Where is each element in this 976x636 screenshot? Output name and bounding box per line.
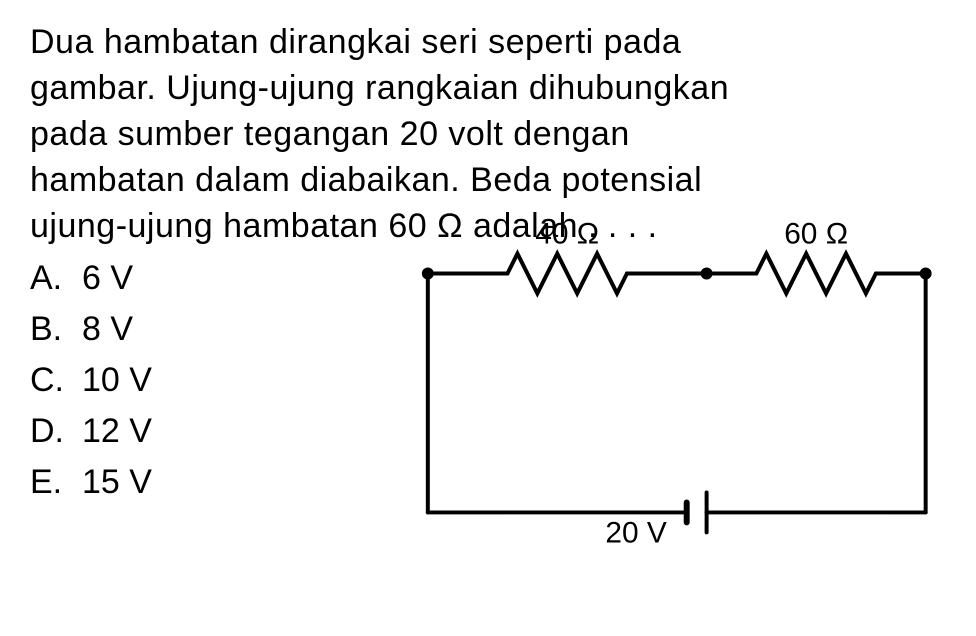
- answer-value: 8 V: [82, 304, 133, 355]
- circuit-diagram: 40 Ω 60 Ω 20 V: [388, 213, 946, 553]
- node-top-left: [422, 268, 434, 280]
- answer-d: D. 12 V: [30, 406, 388, 457]
- answer-list: A. 6 V B. 8 V C. 10 V D. 12 V E. 15 V: [30, 253, 388, 553]
- answer-letter: B.: [30, 304, 64, 355]
- q-line4: hambatan dalam diabaikan. Beda potensial: [30, 161, 702, 199]
- r1-label: 40 Ω: [536, 218, 600, 251]
- answer-e: E. 15 V: [30, 457, 388, 508]
- answer-value: 15 V: [82, 457, 152, 508]
- answer-letter: E.: [30, 457, 64, 508]
- answer-value: 10 V: [82, 355, 152, 406]
- answer-letter: A.: [30, 253, 64, 304]
- answer-letter: C.: [30, 355, 64, 406]
- answer-value: 6 V: [82, 253, 133, 304]
- r2-label: 60 Ω: [785, 218, 849, 251]
- node-top-center: [701, 268, 713, 280]
- source-label: 20 V: [606, 517, 668, 550]
- answer-value: 12 V: [82, 406, 152, 457]
- q-line2: gambar. Ujung-ujung rangkaian dihubungka…: [30, 69, 729, 107]
- answer-c: C. 10 V: [30, 355, 388, 406]
- bottom-section: A. 6 V B. 8 V C. 10 V D. 12 V E. 15 V: [30, 253, 946, 553]
- q-line3: pada sumber tegangan 20 volt dengan: [30, 115, 630, 153]
- answer-letter: D.: [30, 406, 64, 457]
- node-top-right: [920, 268, 932, 280]
- q-line1: Dua hambatan dirangkai seri seperti pada: [30, 23, 681, 61]
- answer-a: A. 6 V: [30, 253, 388, 304]
- answer-b: B. 8 V: [30, 304, 388, 355]
